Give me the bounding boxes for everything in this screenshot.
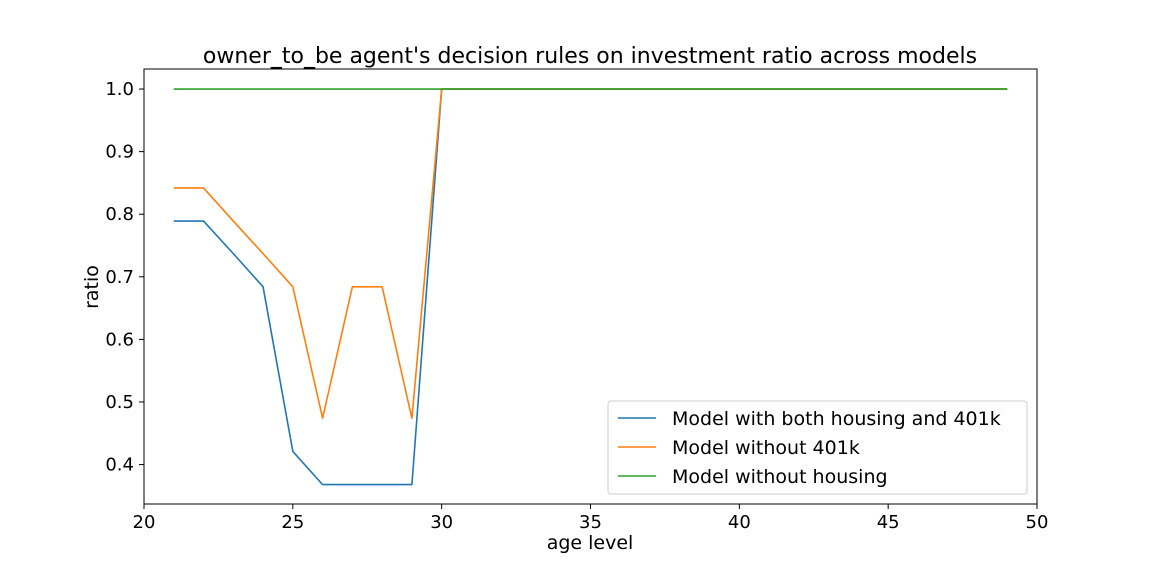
- x-tick-label: 20: [133, 512, 156, 533]
- y-tick-label: 0.5: [105, 392, 134, 413]
- chart-title: owner_to_be agent's decision rules on in…: [203, 44, 977, 69]
- x-tick-label: 30: [430, 512, 453, 533]
- x-axis-ticks: 20 25 30 35 40 45 50: [133, 504, 1049, 533]
- legend-label: Model with both housing and 401k: [672, 408, 1001, 430]
- x-axis-label: age level: [547, 532, 634, 554]
- legend-label: Model without 401k: [672, 437, 860, 459]
- y-axis-ticks: 0.4 0.5 0.6 0.7 0.8 0.9 1.0: [105, 79, 144, 476]
- y-tick-label: 0.4: [105, 455, 134, 476]
- legend-label: Model without housing: [672, 466, 888, 488]
- y-tick-label: 0.6: [105, 329, 134, 350]
- series-lines: [173, 88, 1008, 486]
- y-tick-label: 0.8: [105, 204, 134, 225]
- legend-box: [607, 400, 1028, 495]
- x-tick-label: 45: [877, 512, 900, 533]
- y-tick-label: 0.9: [105, 142, 134, 163]
- x-tick-label: 35: [579, 512, 602, 533]
- y-tick-label: 1.0: [105, 79, 134, 100]
- x-tick-label: 50: [1026, 512, 1049, 533]
- x-tick-label: 25: [281, 512, 304, 533]
- y-tick-label: 0.7: [105, 267, 134, 288]
- y-axis-label: ratio: [81, 265, 103, 309]
- x-tick-label: 40: [728, 512, 751, 533]
- legend: Model with both housing and 401k Model wi…: [607, 400, 1028, 495]
